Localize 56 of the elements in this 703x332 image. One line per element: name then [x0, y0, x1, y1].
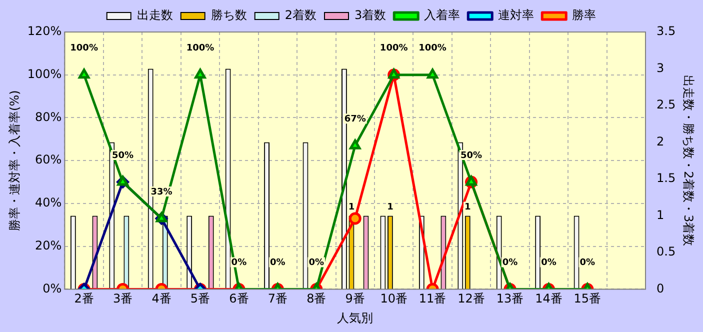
- data-label: 100%: [186, 44, 214, 54]
- data-label: 0%: [270, 258, 286, 268]
- data-label: 67%: [344, 114, 366, 124]
- y-tick-label: 60%: [35, 152, 62, 167]
- y2-tick-label: 2.5: [656, 98, 676, 112]
- data-label: 1: [348, 202, 355, 213]
- y2-tick-label: 3: [656, 60, 664, 75]
- y-tick-label: 120%: [27, 24, 62, 38]
- legend-label: 入着率: [424, 8, 460, 22]
- x-tick-label: 9番: [345, 292, 365, 306]
- y2-tick-label: 3.5: [656, 24, 676, 38]
- y2-tick-label: 0: [656, 281, 664, 296]
- x-tick-label: 14番: [535, 292, 562, 306]
- data-label: 50%: [460, 150, 482, 161]
- y2-tick-label: 1: [656, 208, 664, 222]
- y2-axis-title: 出走数・勝ち数・2着数・3着数: [682, 74, 696, 246]
- x-tick-label: 3番: [112, 292, 133, 306]
- x-tick-label: 10番: [380, 292, 408, 306]
- legend-label: 3着数: [354, 8, 386, 22]
- data-label: 1: [464, 202, 471, 213]
- y-axis-title: 勝率・連対率・入着率(%): [7, 90, 22, 231]
- data-label: 100%: [380, 44, 408, 54]
- x-tick-label: 15番: [574, 292, 602, 306]
- data-label: 0%: [231, 258, 247, 268]
- y-tick-label: 100%: [27, 66, 62, 81]
- data-label: 33%: [150, 187, 172, 198]
- data-label: 0%: [308, 258, 324, 268]
- x-tick-label: 4番: [152, 292, 172, 306]
- y-tick-label: 80%: [35, 110, 62, 124]
- data-label: 100%: [418, 44, 446, 54]
- y-tick-label: 40%: [35, 196, 62, 210]
- x-axis-title: 人気別: [337, 310, 374, 325]
- y-tick-label: 0%: [42, 281, 62, 296]
- x-tick-label: 7番: [268, 292, 288, 306]
- legend-label: 勝率: [572, 8, 596, 22]
- data-label: 50%: [112, 150, 134, 161]
- x-tick-label: 13番: [496, 292, 524, 306]
- x-tick-label: 12番: [458, 292, 485, 306]
- data-label: 0%: [541, 258, 556, 268]
- data-label: 1: [387, 202, 394, 213]
- y2-tick-label: 2: [656, 134, 664, 148]
- x-tick-label: 2番: [74, 292, 94, 306]
- data-label: 0%: [502, 258, 518, 268]
- legend-label: 2着数: [284, 8, 317, 22]
- legend-label: 勝ち数: [210, 8, 247, 22]
- y-tick-label: 20%: [35, 238, 62, 252]
- legend-label: 出走数: [136, 8, 173, 22]
- data-label: 100%: [70, 44, 98, 54]
- x-tick-label: 5番: [190, 292, 210, 306]
- data-label: 0%: [580, 258, 596, 268]
- x-tick-label: 8番: [306, 292, 326, 306]
- legend-label: 連対率: [498, 8, 534, 22]
- y2-tick-label: 1.5: [656, 171, 676, 186]
- x-tick-label: 11番: [418, 292, 446, 306]
- x-tick-label: 6番: [229, 292, 249, 306]
- y2-tick-label: 0.5: [656, 244, 676, 259]
